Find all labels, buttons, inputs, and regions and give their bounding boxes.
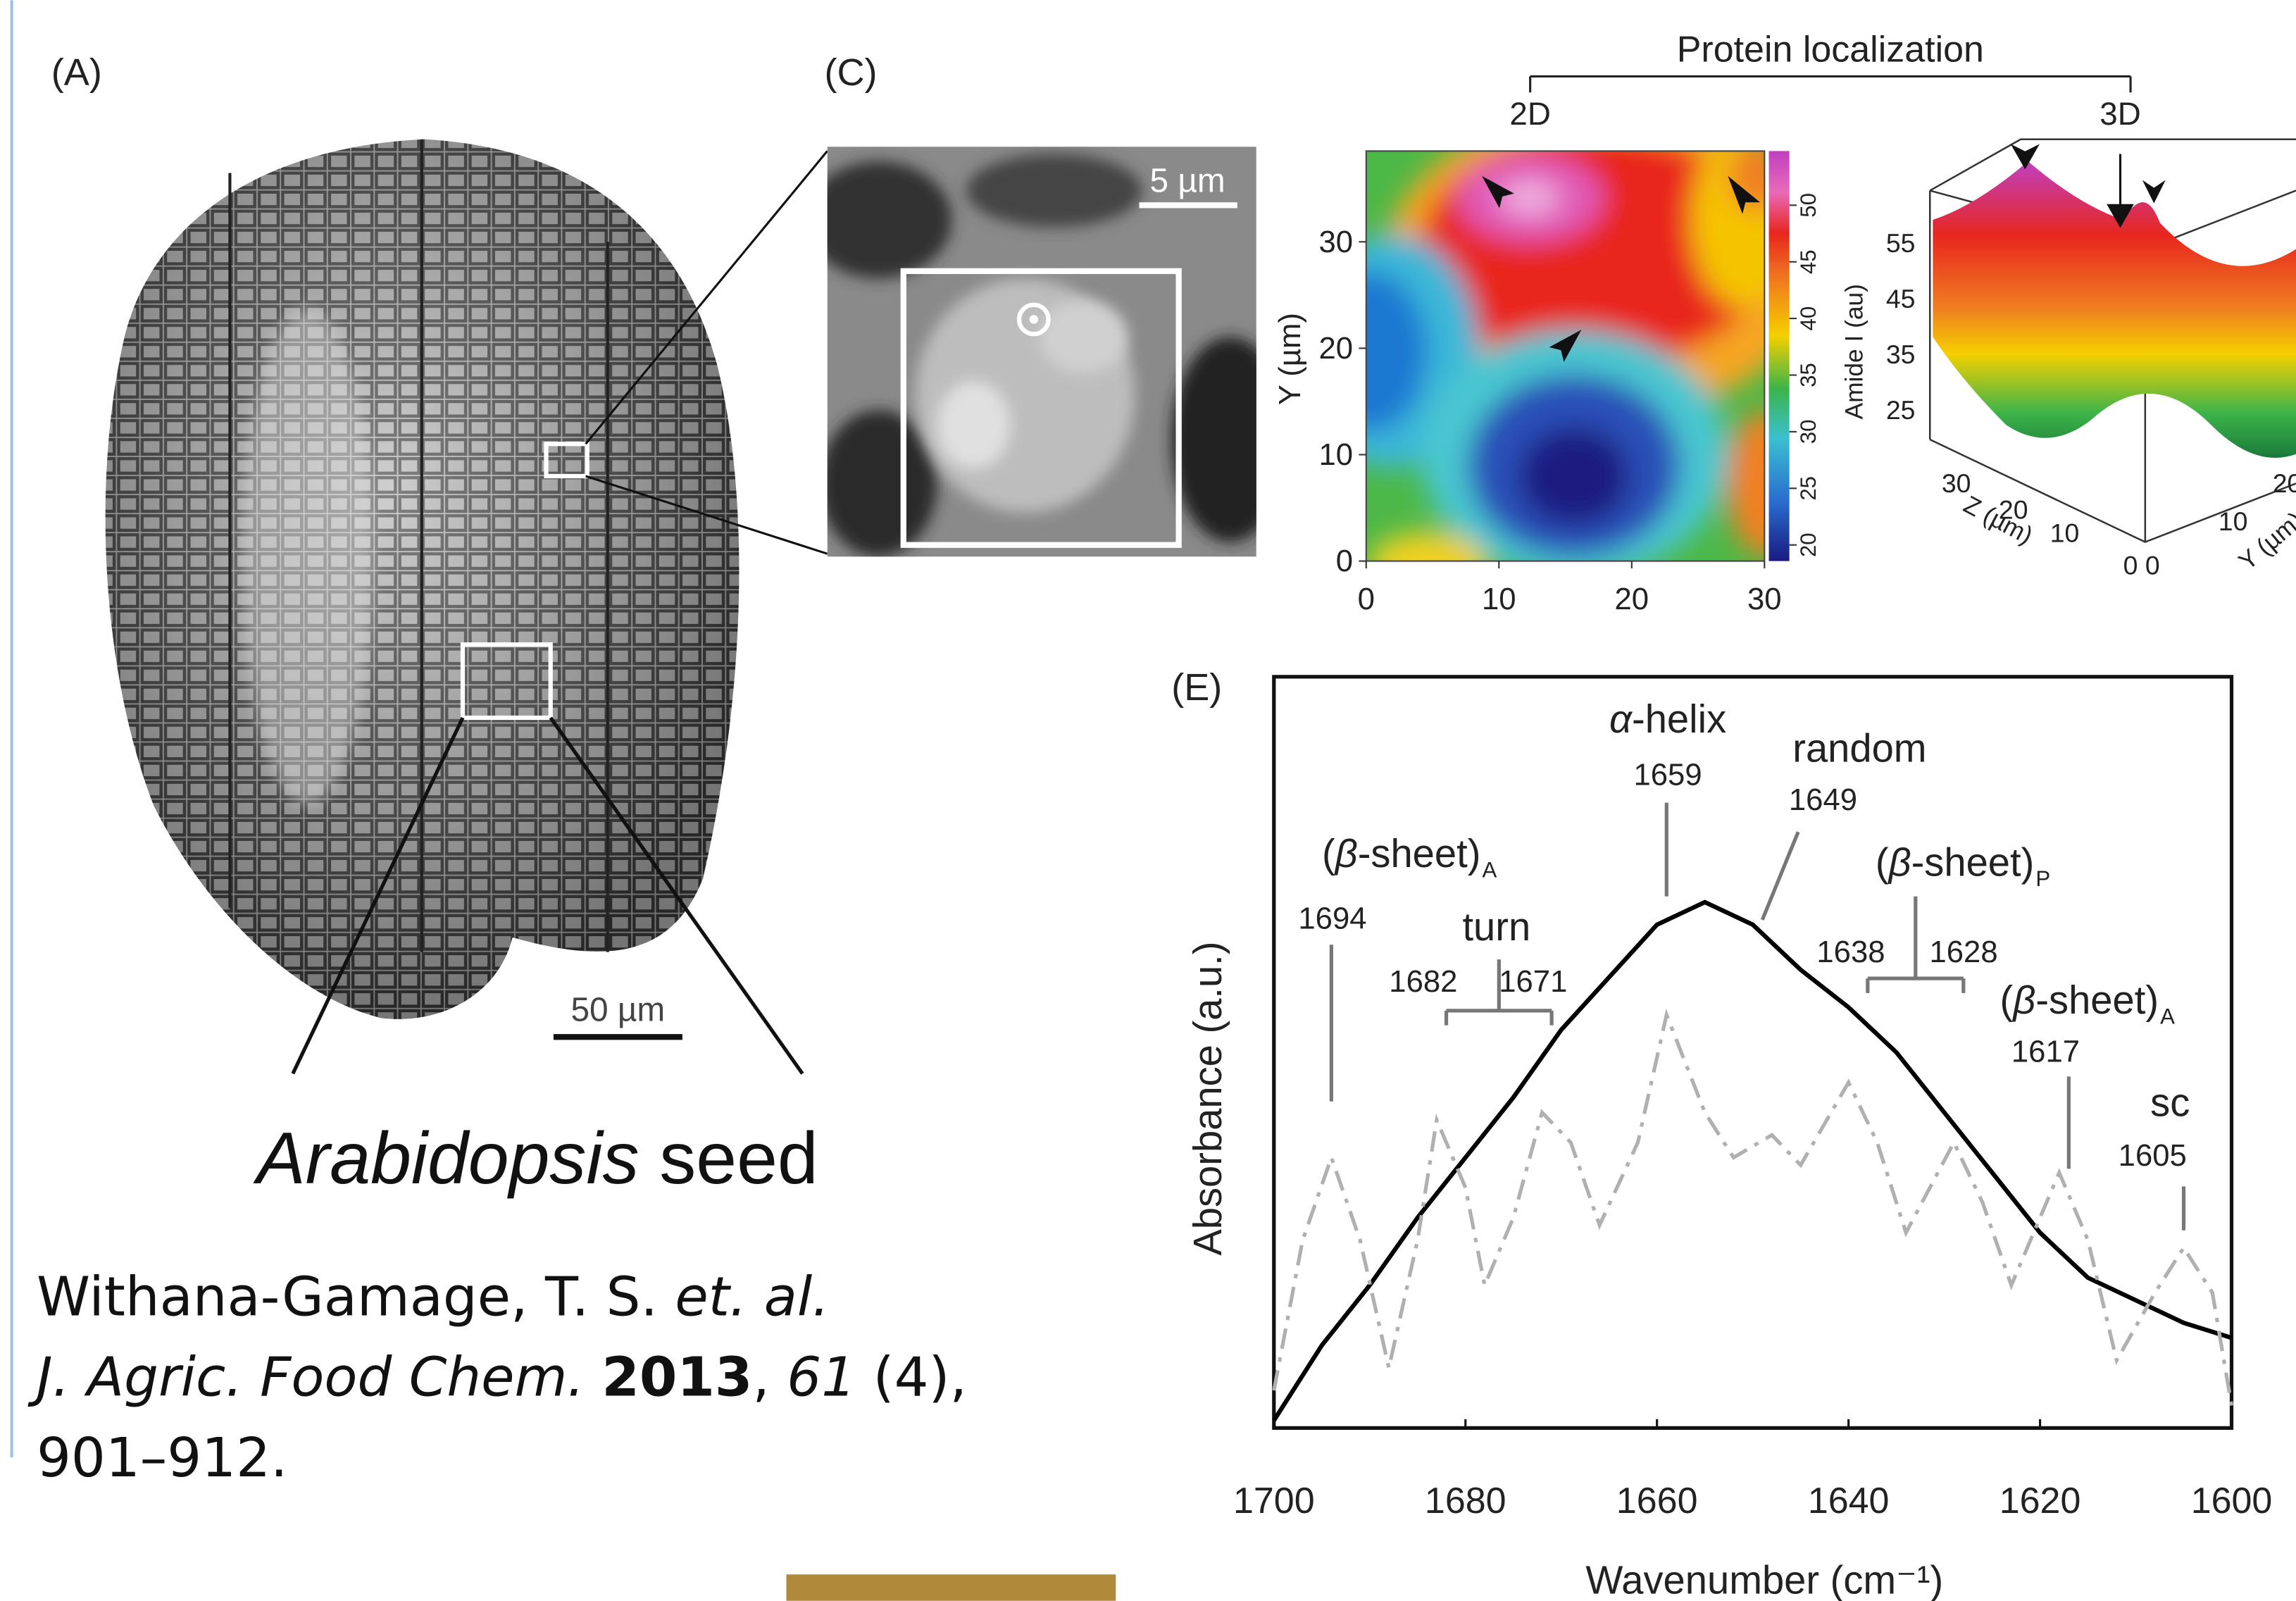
- y-tick-label: 20: [1319, 331, 1354, 366]
- z-tick-label: 35: [1886, 339, 1916, 369]
- plot-frame: [1272, 675, 2234, 1430]
- depth-tick-label: 10: [2050, 518, 2080, 548]
- annotation-number: 1605: [2119, 1138, 2187, 1173]
- citation-part: (4),: [856, 1347, 967, 1409]
- localization-2d: 2D: [1509, 96, 1550, 132]
- annotation-number: 1659: [1634, 758, 1702, 792]
- annotation-name: random: [1792, 725, 1926, 770]
- citation-part: J. Agric. Food Chem.: [27, 1347, 585, 1409]
- annotation-number: 1628: [1929, 935, 1997, 969]
- annotation-number: 1671: [1499, 964, 1567, 999]
- colorbar-tick-label: 25: [1796, 476, 1821, 501]
- series-line: [1272, 1008, 2234, 1406]
- annotation-number: 1638: [1816, 935, 1885, 969]
- x-tick-label: 0: [1358, 582, 1375, 616]
- annotation-sub: P: [2035, 866, 2050, 891]
- annotation-name: (β-sheet): [2000, 978, 2159, 1022]
- annotation-name: turn: [1462, 904, 1530, 949]
- seed-image: [105, 139, 828, 1075]
- colorbar-label: Amide I (au): [1841, 284, 1868, 419]
- colorbar-tick-label: 40: [1796, 306, 1821, 331]
- heatmap-2d: [1366, 151, 1765, 561]
- surface-3d: [1928, 138, 2296, 543]
- panel-label: (E): [1171, 666, 1222, 709]
- depth-tick-label: 30: [1942, 468, 1971, 498]
- annotation-name: (β-sheet): [1322, 831, 1480, 876]
- annotation-number: 1694: [1298, 901, 1366, 935]
- annotation-sub: A: [2160, 1004, 2175, 1029]
- y-tick-label: 20: [2273, 468, 2296, 498]
- y-tick-label: 10: [1319, 437, 1354, 472]
- colorbar-tick-label: 45: [1796, 249, 1821, 274]
- citation-part: 61: [787, 1347, 856, 1409]
- z-tick-label: 55: [1886, 228, 1916, 258]
- x-tick-label: 20: [1615, 582, 1649, 616]
- citation-part: 901–912.: [37, 1427, 287, 1490]
- x-tick-label: 1700: [1233, 1481, 1315, 1521]
- x-axis-label: Wavenumber (cm⁻¹): [1585, 1557, 1943, 1601]
- annotation-sub: A: [1482, 858, 1497, 883]
- panel-label: (C): [825, 51, 878, 94]
- citation-line: Withana-Gamage, T. S. et. al.: [37, 1266, 830, 1328]
- x-tick-label: 1640: [1808, 1481, 1890, 1521]
- localization-bracket: [1529, 75, 2132, 93]
- annotation-name: (β-sheet): [1876, 840, 2034, 885]
- citation-part: 2013: [601, 1347, 752, 1409]
- caption: Arabidopsis seed: [252, 1118, 818, 1200]
- x-tick-label: 1660: [1616, 1481, 1698, 1521]
- annotation-leader: [1760, 831, 1800, 921]
- z-tick-label: 25: [1886, 395, 1916, 425]
- series-line: [1272, 899, 2233, 1422]
- colorbar: [1768, 151, 1790, 561]
- y-tick-label: 10: [2219, 506, 2248, 536]
- z-tick-label: 45: [1886, 284, 1916, 313]
- citation-part: [585, 1347, 601, 1409]
- citation-part: et. al.: [675, 1266, 829, 1328]
- heatmap-frame: [1365, 150, 1766, 562]
- annotation-number: 1682: [1389, 964, 1457, 999]
- localization-3d: 3D: [2100, 96, 2140, 132]
- depth-tick-label: 0: [2123, 550, 2138, 580]
- colorbar-tick-label: 30: [1796, 420, 1821, 444]
- annotation-name: sc: [2150, 1080, 2190, 1125]
- y-axis-label: Absorbance (a.u.): [1185, 942, 1230, 1256]
- y-tick-label: 30: [1319, 225, 1354, 259]
- caption-part: seed: [639, 1118, 818, 1200]
- localization-title: Protein localization: [1677, 30, 1984, 70]
- citation-line: J. Agric. Food Chem. 2013, 61 (4),: [27, 1347, 967, 1409]
- x-tick-label: 1680: [1425, 1481, 1506, 1521]
- colorbar-tick-label: 50: [1796, 193, 1821, 218]
- citation-part: ,: [752, 1347, 787, 1409]
- annotation-name: α-helix: [1609, 697, 1726, 741]
- zoom-image: [827, 147, 1256, 557]
- citation-line: 901–912.: [37, 1427, 287, 1490]
- y-tick-label: 0: [1336, 544, 1353, 578]
- x-tick-label: 30: [1747, 582, 1782, 616]
- depth-tick-label: 20: [1999, 494, 2028, 524]
- panel-label: (A): [51, 51, 102, 94]
- colorbar-tick-label: 35: [1796, 363, 1821, 387]
- scale-bar-label: 50 µm: [570, 991, 665, 1028]
- caption-part: Arabidopsis: [252, 1118, 639, 1200]
- x-tick-label: 10: [1482, 582, 1516, 616]
- citation-part: Withana-Gamage, T. S.: [37, 1266, 675, 1328]
- scale-bar-label: 5 µm: [1150, 163, 1225, 200]
- y-tick-label: 0: [2145, 550, 2160, 580]
- annotation-number: 1617: [2011, 1035, 2080, 1069]
- x-tick-label: 1600: [2191, 1481, 2273, 1521]
- thumbnail-photo: [786, 1574, 1116, 1601]
- annotation-number: 1649: [1789, 783, 1857, 817]
- x-tick-label: 1620: [1999, 1481, 2081, 1521]
- y-axis-label: Y (µm): [1273, 313, 1307, 405]
- colorbar-tick-label: 20: [1796, 532, 1821, 557]
